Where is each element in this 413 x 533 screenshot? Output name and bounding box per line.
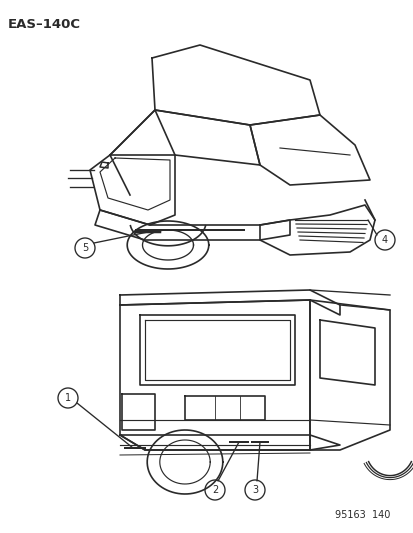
- Text: 95163  140: 95163 140: [334, 510, 389, 520]
- Text: 5: 5: [82, 243, 88, 253]
- Text: 4: 4: [381, 235, 387, 245]
- Text: EAS–140C: EAS–140C: [8, 18, 81, 31]
- Text: 3: 3: [252, 485, 257, 495]
- Text: 1: 1: [65, 393, 71, 403]
- Text: 2: 2: [211, 485, 218, 495]
